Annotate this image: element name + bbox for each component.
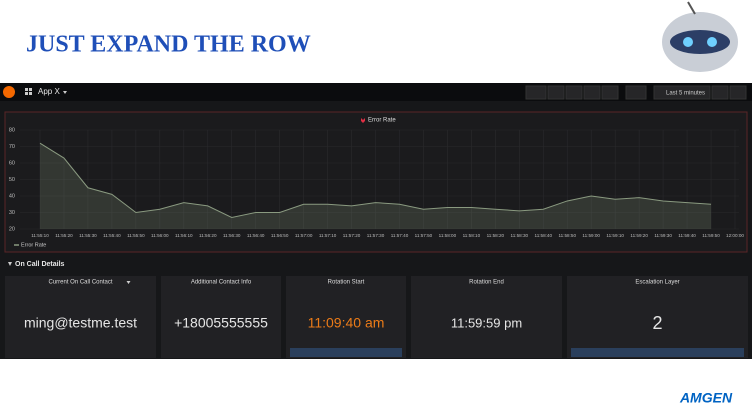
y-tick-label: 70 xyxy=(9,144,15,150)
x-tick-label: 11:58:40 xyxy=(535,233,553,238)
stat-panel xyxy=(286,276,406,358)
x-tick-label: 11:58:50 xyxy=(558,233,576,238)
area-fill xyxy=(40,143,712,229)
x-tick-label: 11:59:30 xyxy=(654,233,672,238)
toolbar xyxy=(525,85,747,100)
x-tick-label: 11:57:50 xyxy=(415,233,433,238)
stat-panel xyxy=(567,276,748,358)
stat-panel xyxy=(5,276,156,358)
y-tick-label: 60 xyxy=(9,160,15,166)
x-tick-label: 11:59:10 xyxy=(606,233,624,238)
slide-title: JUST EXPAND THE ROW xyxy=(26,32,311,58)
settings-button[interactable] xyxy=(601,85,619,100)
panel-value: 11:59:59 pm xyxy=(451,315,522,330)
y-tick-label: 50 xyxy=(9,177,15,183)
x-tick-label: 11:55:20 xyxy=(55,233,73,238)
sparkline xyxy=(290,348,402,357)
grafana-logo[interactable] xyxy=(3,86,15,98)
stat-panels: Current On Call Contact ming@testme.test A… xyxy=(5,276,748,358)
panel-title: Additional Contact Info xyxy=(191,280,252,286)
y-tick-label: 20 xyxy=(9,226,15,232)
share-button[interactable] xyxy=(565,85,583,100)
x-tick-label: 11:59:40 xyxy=(678,233,696,238)
x-tick-label: 11:57:10 xyxy=(319,233,337,238)
x-tick-label: 11:56:30 xyxy=(223,233,241,238)
x-tick-label: 11:56:10 xyxy=(175,233,193,238)
x-tick-label: 11:59:20 xyxy=(630,233,648,238)
row-title[interactable]: On Call Details xyxy=(15,261,65,268)
x-tick-label: 11:58:10 xyxy=(463,233,481,238)
x-tick-label: 11:58:00 xyxy=(439,233,457,238)
y-tick-label: 30 xyxy=(9,210,15,216)
x-tick-label: 11:57:30 xyxy=(367,233,385,238)
zoom-button[interactable] xyxy=(711,85,729,100)
x-tick-label: 11:56:00 xyxy=(151,233,169,238)
x-tick-label: 11:55:10 xyxy=(31,233,49,238)
x-tick-label: 11:56:50 xyxy=(271,233,289,238)
star-button[interactable] xyxy=(547,85,565,100)
panel-value: ming@testme.test xyxy=(24,315,137,331)
series-line xyxy=(39,142,712,218)
tv-button[interactable] xyxy=(625,85,647,100)
chart: 20 30 40 50 60 70 80 11:55:10 11:55:20 11:55:30 11… xyxy=(9,127,745,248)
panel-value: +18005555555 xyxy=(174,315,268,331)
x-tick-label: 12:00:00 xyxy=(726,233,744,238)
x-tick-label: 11:59:00 xyxy=(582,233,600,238)
x-tick-label: 11:55:50 xyxy=(127,233,145,238)
y-tick-label: 80 xyxy=(9,127,15,133)
panel-value: 11:09:40 am xyxy=(308,315,385,331)
chart-panel xyxy=(4,111,748,253)
caret xyxy=(126,281,131,284)
x-tick-label: 11:55:40 xyxy=(103,233,121,238)
panel-title: Rotation End xyxy=(469,280,504,286)
dashboard-name[interactable]: App X xyxy=(38,87,60,96)
add-panel-button[interactable] xyxy=(525,85,547,100)
panel-value: 2 xyxy=(652,313,662,333)
x-tick-label: 11:55:30 xyxy=(79,233,97,238)
x-tick-label: 11:57:20 xyxy=(343,233,361,238)
legend-entry: Error Rate xyxy=(21,242,46,248)
time-range[interactable]: Last 5 minutes xyxy=(666,91,705,97)
save-button[interactable] xyxy=(583,85,601,100)
alert-icon xyxy=(361,118,365,123)
x-tick-label: 11:58:20 xyxy=(487,233,505,238)
sparkline xyxy=(571,348,744,357)
stat-panel xyxy=(161,276,281,358)
refresh-button[interactable] xyxy=(729,85,747,100)
y-tick-label: 40 xyxy=(9,193,15,199)
chart-title: Error Rate xyxy=(368,118,396,124)
row-caret[interactable] xyxy=(8,262,12,266)
amgen-logo: AMGEN xyxy=(679,390,733,406)
x-tick-label: 11:56:20 xyxy=(199,233,217,238)
stat-panel xyxy=(411,276,562,358)
x-tick-label: 11:57:40 xyxy=(391,233,409,238)
time-picker[interactable] xyxy=(653,85,711,100)
panel-title: Rotation Start xyxy=(328,280,365,286)
panel-title: Current On Call Contact xyxy=(48,280,112,286)
x-tick-label: 11:56:40 xyxy=(247,233,265,238)
x-tick-label: 11:57:00 xyxy=(295,233,313,238)
x-tick-label: 11:58:30 xyxy=(511,233,529,238)
apps-icon xyxy=(25,88,32,95)
caret xyxy=(63,91,67,94)
x-tick-label: 11:59:50 xyxy=(702,233,720,238)
robot-icon xyxy=(662,1,738,72)
panel-title: Escalation Layer xyxy=(635,280,679,286)
